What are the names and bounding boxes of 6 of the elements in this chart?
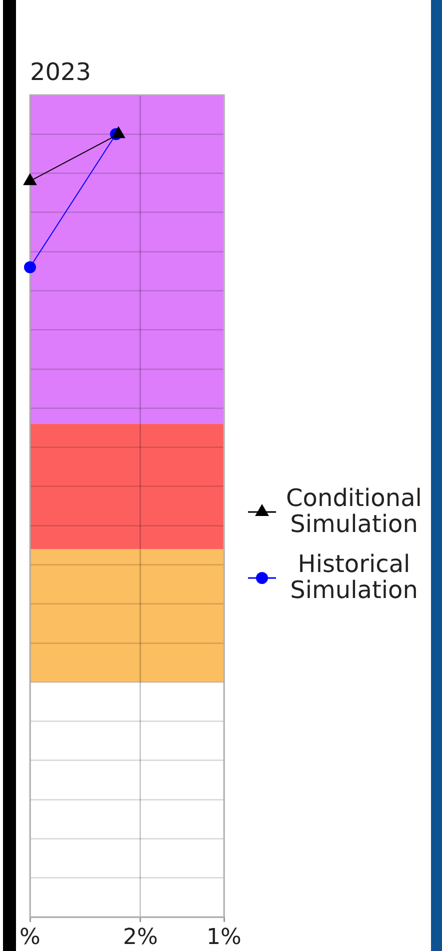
- x-tick-label: 2%: [122, 924, 158, 950]
- legend-label: Historical Simulation: [290, 550, 418, 604]
- x-tick-label: %: [20, 924, 40, 950]
- chart-title: 2023: [30, 58, 92, 86]
- legend-label: Conditional Simulation: [286, 484, 422, 538]
- x-tick-label: 1%: [206, 924, 242, 950]
